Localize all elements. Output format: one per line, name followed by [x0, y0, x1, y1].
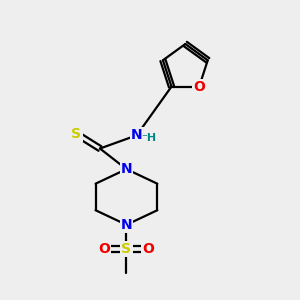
Text: S: S: [71, 127, 81, 141]
Text: S: S: [122, 242, 131, 256]
Text: N: N: [121, 162, 132, 176]
Text: O: O: [98, 242, 110, 256]
Text: N: N: [131, 128, 142, 142]
Text: O: O: [193, 80, 205, 94]
Text: O: O: [142, 242, 154, 256]
Text: ⁻H: ⁻H: [142, 133, 157, 142]
Text: N: N: [121, 218, 132, 232]
